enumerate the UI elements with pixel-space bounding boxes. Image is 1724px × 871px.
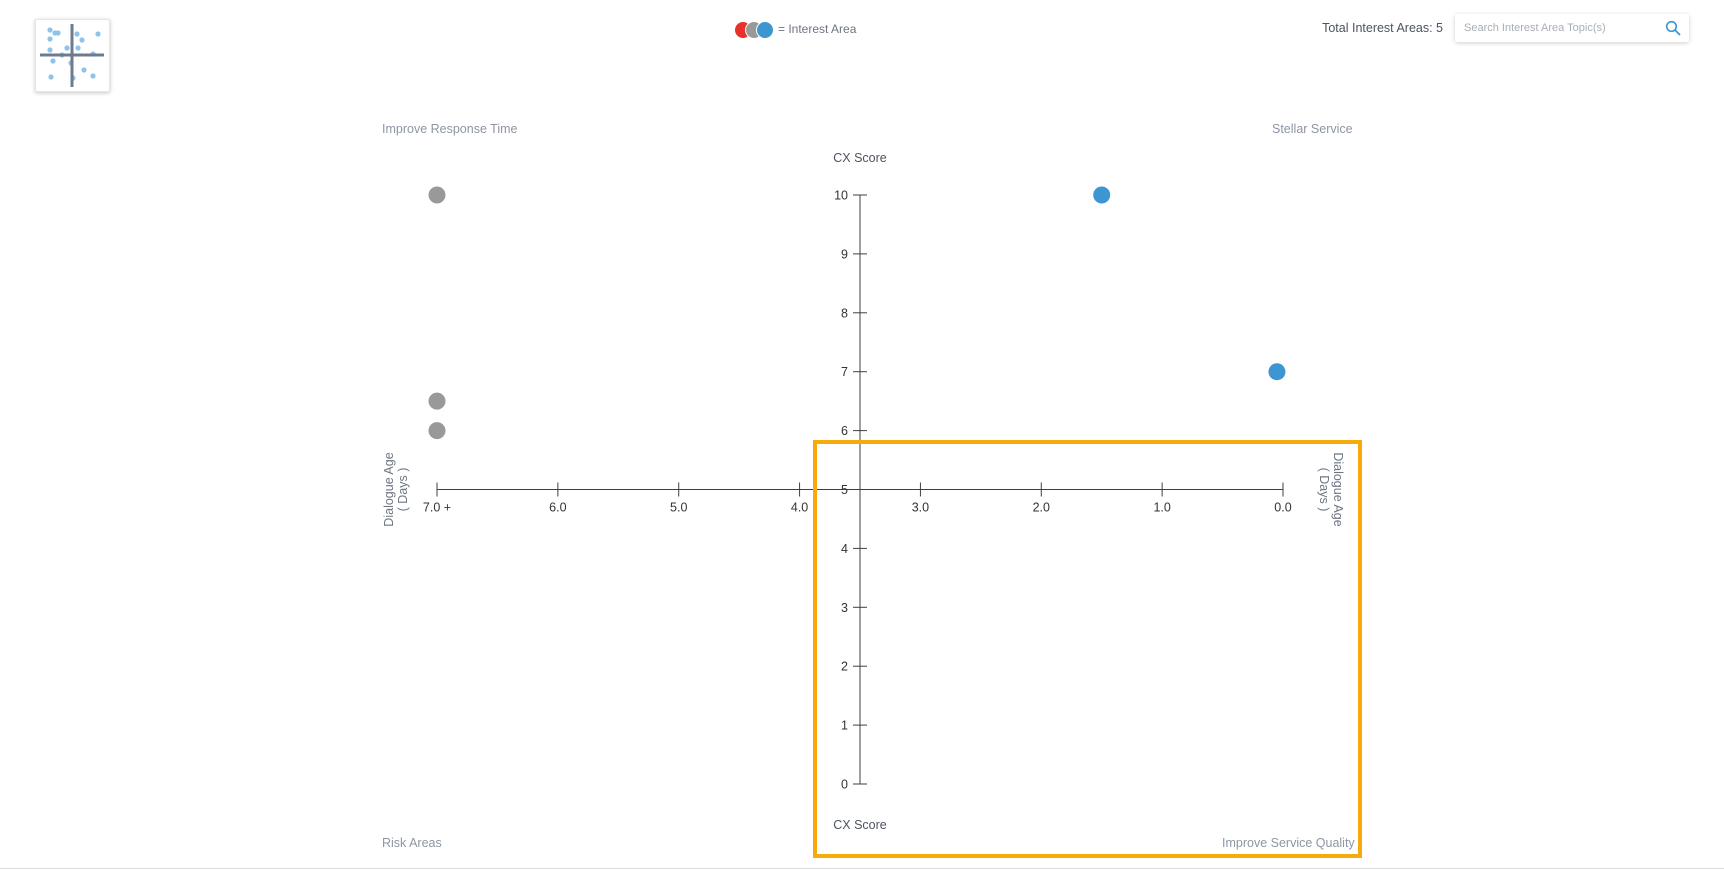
x-tick-label: 6.0 <box>549 501 566 515</box>
legend-dot-blue <box>756 21 774 39</box>
y-axis-title-bottom: CX Score <box>833 818 887 832</box>
y-tick-label: 9 <box>841 247 848 261</box>
y-tick-label: 3 <box>841 601 848 615</box>
bottom-divider <box>0 868 1724 869</box>
quadrant-label-top-right: Stellar Service <box>1272 122 1353 136</box>
data-point[interactable] <box>428 392 446 410</box>
y-tick-label: 8 <box>841 306 848 320</box>
search-box <box>1455 14 1689 42</box>
x-tick-label: 2.0 <box>1033 501 1050 515</box>
y-tick-label: 4 <box>841 542 848 556</box>
y-axis-title-top: CX Score <box>833 151 887 165</box>
x-tick-label: 4.0 <box>791 501 808 515</box>
search-input[interactable] <box>1455 14 1655 42</box>
data-point[interactable] <box>1268 363 1286 381</box>
quadrant-label-top-left: Improve Response Time <box>382 122 518 136</box>
quadrant-label-bottom-right: Improve Service Quality <box>1222 836 1355 850</box>
y-tick-label: 6 <box>841 424 848 438</box>
x-tick-label: 0.0 <box>1274 501 1291 515</box>
x-tick-label: 3.0 <box>912 501 929 515</box>
y-tick-label: 1 <box>841 719 848 733</box>
data-point[interactable] <box>428 422 446 440</box>
y-tick-label: 5 <box>841 483 848 497</box>
legend: = Interest Area <box>734 19 856 39</box>
x-axis-title-right: Dialogue Age( Days ) <box>1317 452 1345 526</box>
x-tick-label: 5.0 <box>670 501 687 515</box>
y-tick-label: 7 <box>841 365 848 379</box>
data-point[interactable] <box>1093 186 1111 204</box>
y-tick-label: 2 <box>841 660 848 674</box>
x-axis-title-left: Dialogue Age( Days ) <box>382 452 410 526</box>
total-interest-areas: Total Interest Areas: 5 <box>1322 21 1443 35</box>
quadrant-label-bottom-left: Risk Areas <box>382 836 442 850</box>
legend-label: = Interest Area <box>778 22 857 36</box>
scatter-plot-icon <box>40 24 104 87</box>
data-point[interactable] <box>428 186 446 204</box>
legend-color-dots <box>734 20 774 39</box>
x-tick-label: 7.0 + <box>423 501 451 515</box>
y-tick-label: 10 <box>834 189 848 203</box>
search-icon[interactable] <box>1665 20 1681 36</box>
y-tick-label: 0 <box>841 778 848 792</box>
x-tick-label: 1.0 <box>1153 501 1170 515</box>
chart-view-thumbnail-button[interactable] <box>35 19 110 92</box>
